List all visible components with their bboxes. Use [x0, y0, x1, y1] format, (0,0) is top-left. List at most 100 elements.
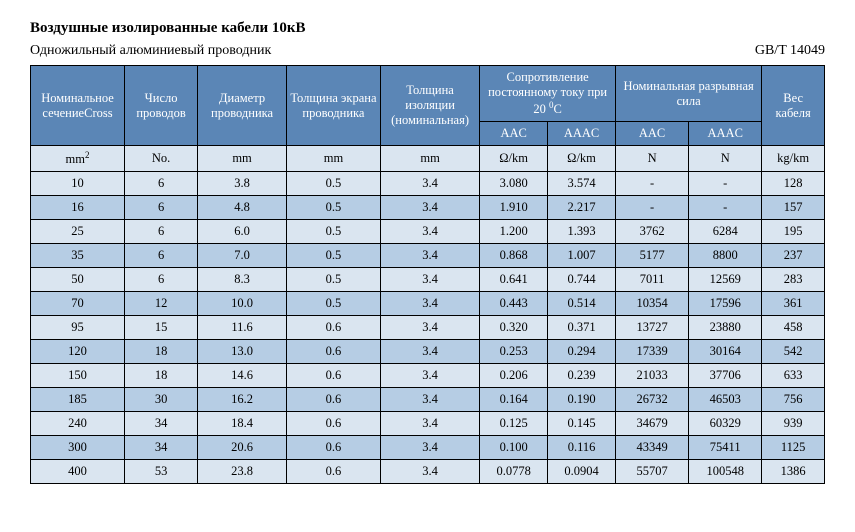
unit-r-aac: Ω/km [480, 146, 548, 172]
cell-wt: 458 [762, 316, 825, 340]
cell-w: 18 [125, 340, 198, 364]
cell-ins: 3.4 [380, 172, 479, 196]
cell-f2: 100548 [689, 460, 762, 484]
cell-f2: 12569 [689, 268, 762, 292]
table-body: mm2 No. mm mm mm Ω/km Ω/km N N kg/km 106… [31, 146, 825, 484]
cell-sh: 0.6 [286, 340, 380, 364]
deg-c: C [553, 102, 561, 116]
units-row: mm2 No. mm mm mm Ω/km Ω/km N N kg/km [31, 146, 825, 172]
cell-d: 18.4 [198, 412, 287, 436]
cell-r1: 0.125 [480, 412, 548, 436]
cell-sh: 0.5 [286, 268, 380, 292]
cell-d: 20.6 [198, 436, 287, 460]
cell-f1: - [616, 172, 689, 196]
cell-sh: 0.5 [286, 172, 380, 196]
cell-f1: 3762 [616, 220, 689, 244]
cell-w: 6 [125, 220, 198, 244]
cell-f2: 23880 [689, 316, 762, 340]
cell-r2: 0.116 [548, 436, 616, 460]
cell-f2: - [689, 172, 762, 196]
cell-f2: 17596 [689, 292, 762, 316]
cell-f2: 30164 [689, 340, 762, 364]
cell-f2: - [689, 196, 762, 220]
cell-sec: 400 [31, 460, 125, 484]
cell-f1: 5177 [616, 244, 689, 268]
cell-f1: 21033 [616, 364, 689, 388]
page-title: Воздушные изолированные кабели 10кВ [30, 20, 825, 37]
cell-d: 14.6 [198, 364, 287, 388]
cell-d: 11.6 [198, 316, 287, 340]
unit-shield: mm [286, 146, 380, 172]
cell-wt: 1125 [762, 436, 825, 460]
table-row: 2566.00.53.41.2001.39337626284195 [31, 220, 825, 244]
cell-sec: 95 [31, 316, 125, 340]
table-row: 4005323.80.63.40.07780.09045570710054813… [31, 460, 825, 484]
subtitle-row: Одножильный алюминиевый проводник GB/T 1… [30, 43, 825, 59]
cell-ins: 3.4 [380, 364, 479, 388]
cell-sh: 0.6 [286, 364, 380, 388]
cell-f2: 46503 [689, 388, 762, 412]
cell-r2: 0.514 [548, 292, 616, 316]
cable-spec-table: Номинальное сечениеCross Число проводов … [30, 65, 825, 484]
standard-code: GB/T 14049 [755, 43, 825, 59]
col-section: Номинальное сечениеCross [31, 66, 125, 146]
cell-sec: 185 [31, 388, 125, 412]
table-row: 1501814.60.63.40.2060.2392103337706633 [31, 364, 825, 388]
cell-d: 8.3 [198, 268, 287, 292]
cell-f2: 60329 [689, 412, 762, 436]
cell-sh: 0.6 [286, 412, 380, 436]
cell-d: 16.2 [198, 388, 287, 412]
cell-f1: 43349 [616, 436, 689, 460]
cell-sec: 70 [31, 292, 125, 316]
cell-wt: 361 [762, 292, 825, 316]
col-weight: Вес кабеля [762, 66, 825, 146]
col-f-aaac: AAAC [689, 122, 762, 146]
col-insulation: Толщина изоляции (номинальная) [380, 66, 479, 146]
resistance-label: Сопротивление постоянному току при 20 [488, 70, 607, 116]
cell-sec: 150 [31, 364, 125, 388]
cell-sec: 35 [31, 244, 125, 268]
table-header: Номинальное сечениеCross Число проводов … [31, 66, 825, 146]
cell-sec: 50 [31, 268, 125, 292]
table-row: 2403418.40.63.40.1250.1453467960329939 [31, 412, 825, 436]
unit-f-aac: N [616, 146, 689, 172]
cell-w: 6 [125, 268, 198, 292]
table-row: 1853016.20.63.40.1640.1902673246503756 [31, 388, 825, 412]
cell-r2: 0.0904 [548, 460, 616, 484]
cell-r1: 0.164 [480, 388, 548, 412]
cell-f1: 13727 [616, 316, 689, 340]
cell-ins: 3.4 [380, 412, 479, 436]
cell-f1: - [616, 196, 689, 220]
cell-ins: 3.4 [380, 196, 479, 220]
cell-d: 13.0 [198, 340, 287, 364]
cell-ins: 3.4 [380, 244, 479, 268]
cell-r2: 0.371 [548, 316, 616, 340]
cell-w: 18 [125, 364, 198, 388]
cell-r1: 0.320 [480, 316, 548, 340]
cell-r2: 1.393 [548, 220, 616, 244]
cell-ins: 3.4 [380, 340, 479, 364]
unit-sq: 2 [85, 150, 90, 160]
unit-diameter: mm [198, 146, 287, 172]
table-row: 1664.80.53.41.9102.217--157 [31, 196, 825, 220]
cell-sh: 0.5 [286, 292, 380, 316]
cell-r2: 0.190 [548, 388, 616, 412]
cell-r2: 0.744 [548, 268, 616, 292]
cell-f2: 37706 [689, 364, 762, 388]
cell-w: 53 [125, 460, 198, 484]
cell-r2: 0.239 [548, 364, 616, 388]
cell-sh: 0.6 [286, 388, 380, 412]
cell-ins: 3.4 [380, 436, 479, 460]
cell-d: 4.8 [198, 196, 287, 220]
cell-r2: 2.217 [548, 196, 616, 220]
col-wires: Число проводов [125, 66, 198, 146]
cell-wt: 283 [762, 268, 825, 292]
cell-r1: 0.100 [480, 436, 548, 460]
cell-sec: 300 [31, 436, 125, 460]
cell-r1: 3.080 [480, 172, 548, 196]
cell-wt: 157 [762, 196, 825, 220]
cell-r1: 0.868 [480, 244, 548, 268]
table-row: 701210.00.53.40.4430.5141035417596361 [31, 292, 825, 316]
cell-sec: 120 [31, 340, 125, 364]
cell-f1: 7011 [616, 268, 689, 292]
